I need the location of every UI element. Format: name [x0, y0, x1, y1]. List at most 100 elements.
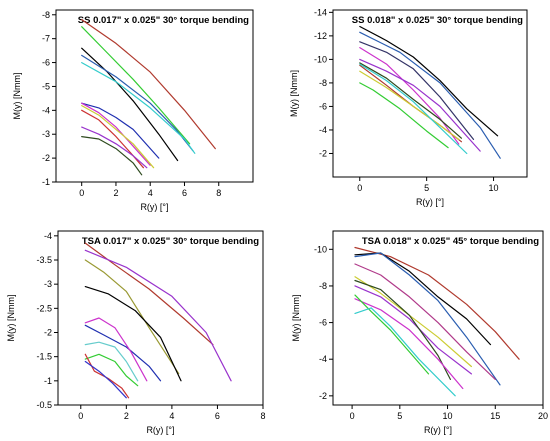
chart-panel-4: 0 5 10 15 20 -10 -8 -6 -4 -2 R(y) [°] M(y) [Nmm] TSA… [291, 230, 548, 435]
series-line-3 [81, 47, 179, 162]
series-line-7 [84, 341, 139, 382]
series-line-8 [84, 353, 139, 387]
y-tick-label: -12 [314, 31, 327, 41]
series-line-6 [81, 102, 160, 159]
x-axis-label: R(y) [°] [140, 202, 168, 212]
series-line-4 [359, 46, 460, 145]
y-tick-label: -8 [319, 78, 327, 88]
series-line-1 [84, 242, 214, 346]
series-line-5 [84, 324, 162, 382]
y-tick-label: -10 [314, 244, 327, 254]
plot-frame [57, 230, 264, 406]
y-axis-label: M(y) [Nmm] [291, 295, 301, 342]
series-line-5 [354, 285, 472, 375]
x-tick-label: 0 [357, 183, 362, 193]
plot-frame [332, 9, 528, 178]
x-axis-label: R(y) [°] [424, 425, 452, 435]
y-tick-label: -1.5 [36, 352, 52, 362]
series-line-6 [84, 317, 148, 382]
y-axis-label: M(y) [Nmm] [289, 70, 299, 117]
y-tick-label: -1 [44, 376, 52, 386]
series-line-10 [84, 360, 127, 399]
x-tick-label: 4 [148, 188, 153, 198]
x-tick-label: 4 [169, 411, 174, 421]
x-tick-label: 10 [443, 411, 453, 421]
chart-panel-1: 0 2 4 6 8 -8 -7 -6 -5 -4 -3 -2 -1 R(y) [°] M(y) [Nmm] S… [12, 9, 254, 212]
series-line-5 [81, 61, 196, 154]
x-tick-label: 0 [78, 411, 83, 421]
x-tick-label: 6 [215, 411, 220, 421]
series-line-10 [81, 126, 148, 169]
series-line-8 [359, 70, 460, 140]
x-tick-label: 5 [424, 183, 429, 193]
series-line-8 [354, 298, 464, 390]
y-axis-label: M(y) [Nmm] [12, 73, 22, 120]
x-tick-label: 20 [538, 411, 548, 421]
y-tick-label: -2 [319, 148, 327, 158]
series-line-4 [354, 263, 496, 380]
series-line-2 [81, 26, 191, 145]
y-tick-label: -2.5 [36, 303, 52, 313]
series-line-2 [359, 31, 501, 159]
series-line-4 [81, 54, 194, 152]
y-tick-label: -0.5 [36, 400, 52, 410]
y-tick-label: -6 [319, 318, 327, 328]
x-tick-label: 0 [350, 411, 355, 421]
x-tick-label: 5 [397, 411, 402, 421]
series-line-4 [84, 286, 182, 382]
x-tick-label: 2 [124, 411, 129, 421]
series-line-9 [359, 82, 449, 149]
x-tick-label: 8 [216, 188, 221, 198]
plot-frame [55, 9, 254, 183]
series-line-8 [81, 104, 155, 169]
x-tick-label: 15 [490, 411, 500, 421]
series-line-9 [81, 109, 144, 169]
x-tick-label: 8 [260, 411, 265, 421]
series-line-6 [359, 62, 462, 139]
series-line-3 [84, 259, 180, 375]
series-line-2 [84, 249, 232, 382]
y-tick-label: -8 [319, 281, 327, 291]
x-tick-label: 2 [113, 188, 118, 198]
y-tick-label: -4 [44, 231, 52, 241]
y-tick-label: -8 [42, 10, 50, 20]
y-tick-label: -4 [319, 125, 327, 135]
y-tick-label: -4 [319, 354, 327, 364]
series-line-10 [359, 63, 468, 155]
y-tick-label: -6 [319, 101, 327, 111]
y-tick-label: -6 [42, 58, 50, 68]
x-tick-label: 6 [182, 188, 187, 198]
y-tick-label: -3 [44, 279, 52, 289]
y-tick-label: -2 [42, 153, 50, 163]
plot-frame [332, 230, 544, 406]
y-tick-label: -2 [319, 391, 327, 401]
series-line-3 [354, 252, 501, 386]
y-tick-label: -3.5 [36, 255, 52, 265]
series-line-1 [354, 246, 520, 360]
series-line-7 [81, 102, 151, 166]
panel-title: TSA 0.017" x 0.025" 30° torque bending [82, 236, 259, 247]
y-tick-label: -7 [42, 34, 50, 44]
chart-panel-2: 0 5 10 -14 -12 -10 -8 -6 -4 -2 R(y) [°] M(y) [Nmm] S… [289, 7, 528, 207]
x-axis-label: R(y) [°] [146, 425, 174, 435]
y-tick-label: -4 [42, 105, 50, 115]
series-line-9 [84, 353, 130, 399]
series-line-11 [81, 136, 143, 176]
series-line-3 [359, 41, 475, 140]
panel-title: SS 0.017" x 0.025" 30° torque bending [78, 15, 249, 26]
y-tick-label: -14 [314, 7, 327, 17]
chart-panel-3: 0 2 4 6 8 -4 -3.5 -3 -2.5 -2 -1.5 -1 -0.5 R(y) [°] M(y… [6, 230, 266, 435]
y-tick-label: -2 [44, 328, 52, 338]
series-line-5 [359, 58, 481, 152]
y-tick-label: -3 [42, 129, 50, 139]
series-line-9 [354, 294, 430, 375]
y-tick-label: -1 [42, 177, 50, 187]
panel-title: SS 0.018" x 0.025" 30° torque bending [352, 15, 523, 26]
x-tick-label: 0 [79, 188, 84, 198]
y-axis-label: M(y) [Nmm] [6, 295, 16, 342]
panel-title: TSA 0.018" x 0.025" 45° torque bending [362, 236, 539, 247]
series-line-1 [359, 25, 499, 137]
x-tick-label: 10 [489, 183, 499, 193]
series-line-1 [81, 19, 216, 150]
